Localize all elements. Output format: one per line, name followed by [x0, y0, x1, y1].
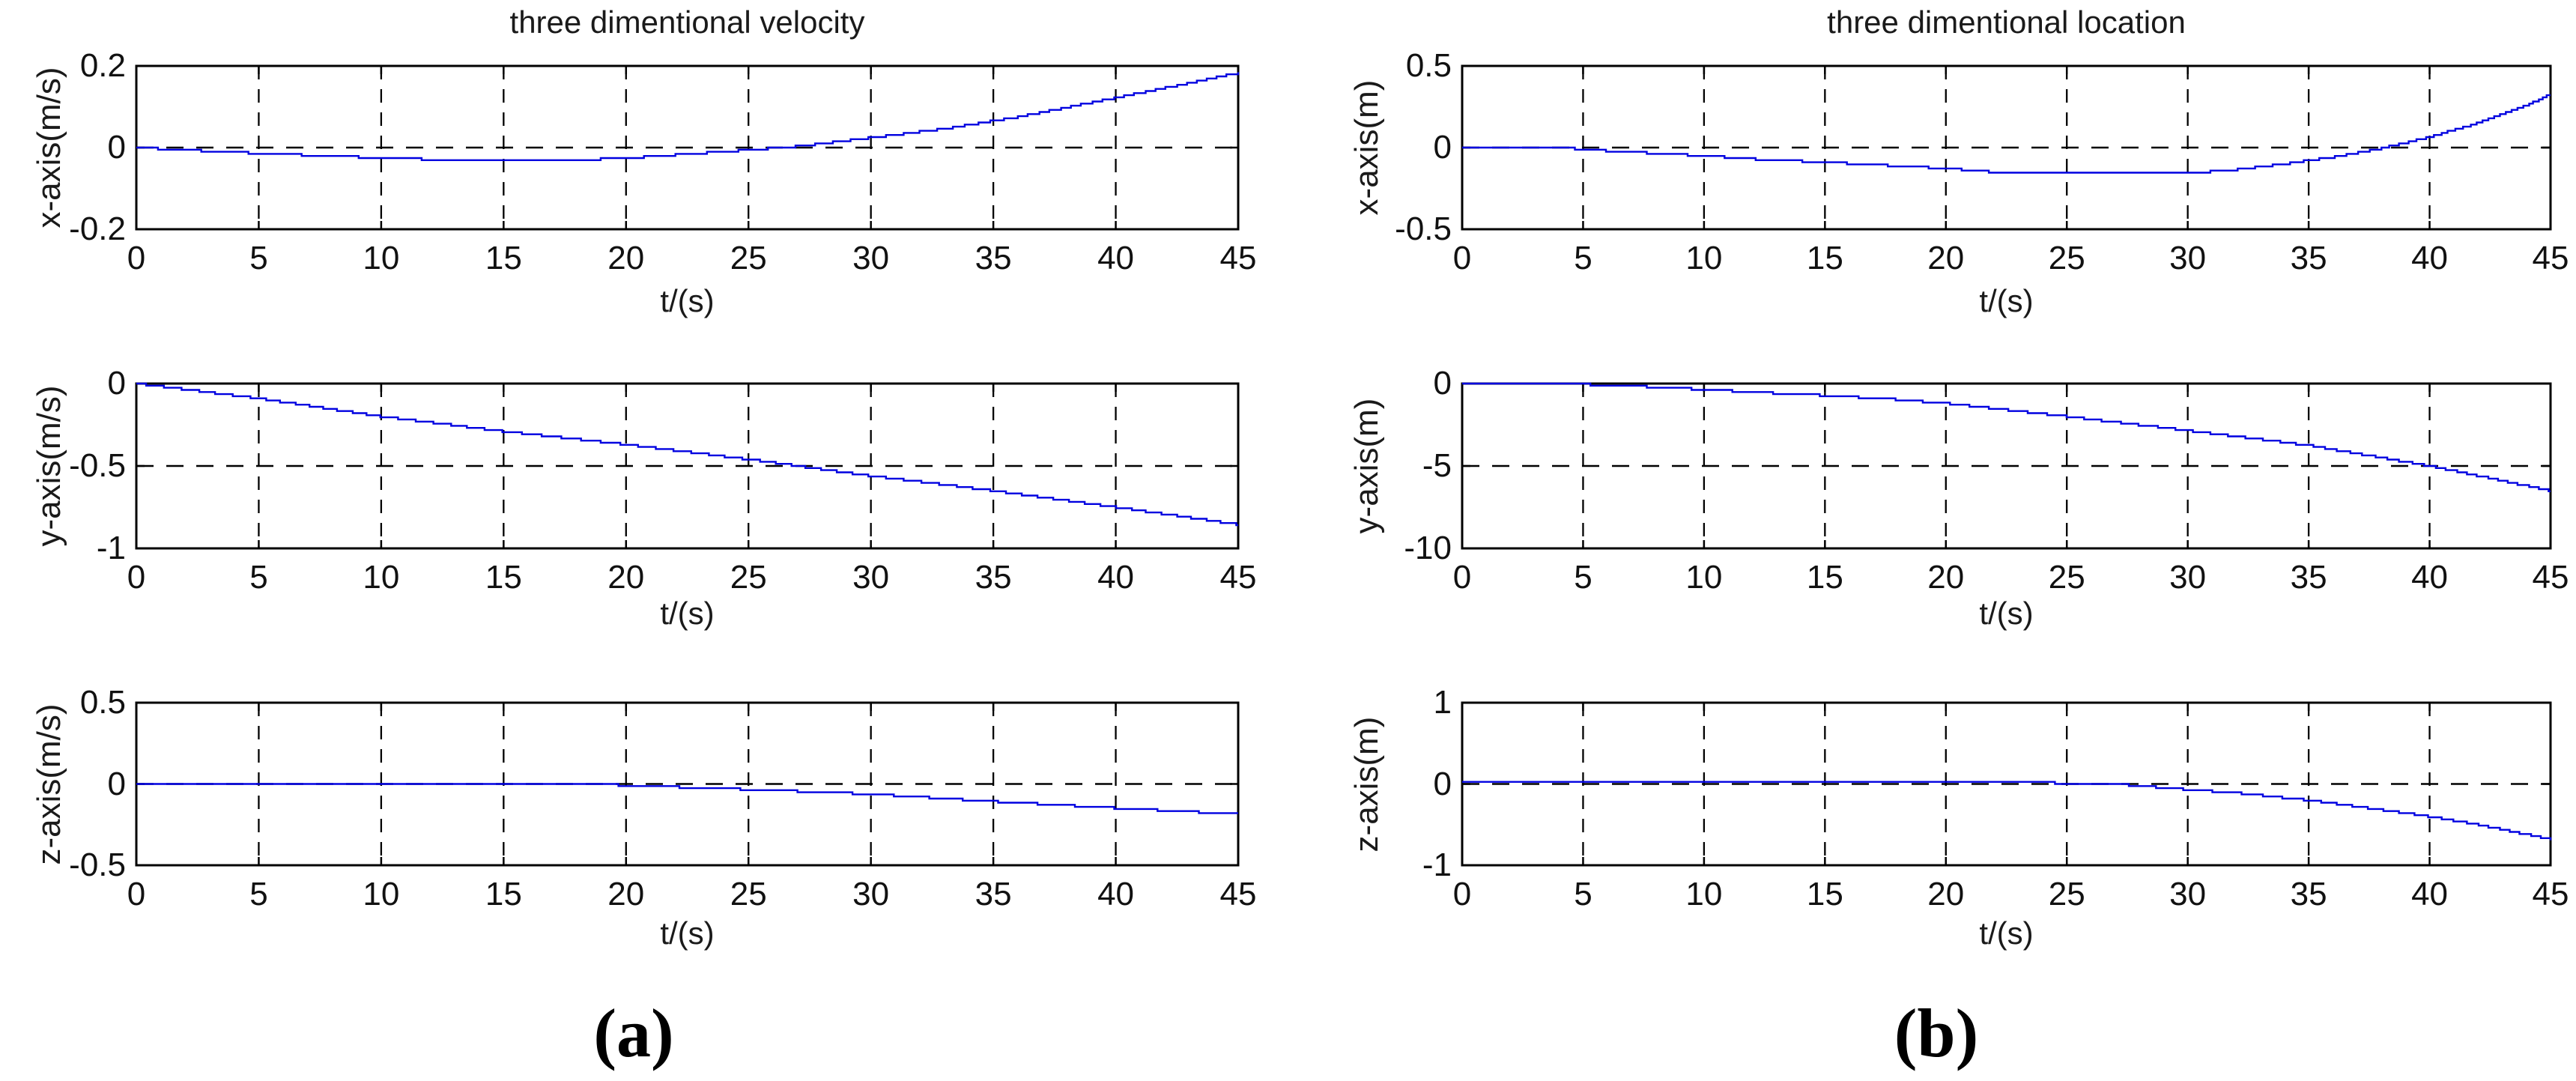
y-tick-label: 0: [107, 129, 126, 166]
x-tick-label: 20: [607, 876, 645, 912]
plot-a-z-velocity: [135, 701, 1240, 867]
x-tick-label: 10: [363, 876, 400, 912]
panel-b-title: three dimentional location: [1827, 4, 2186, 40]
y-tick-label: -0.2: [69, 211, 126, 247]
x-tick-label: 5: [249, 240, 268, 276]
x-tick-label: 0: [1452, 876, 1472, 912]
x-tick-label: 35: [975, 240, 1012, 276]
x-tick-label: 0: [1452, 559, 1472, 596]
x-tick-label: 0: [127, 240, 146, 276]
x-tick-label: 35: [2290, 876, 2327, 912]
y-tick-label: 0: [1433, 129, 1452, 166]
y-tick-label: -0.5: [1395, 211, 1452, 247]
x-tick-label: 15: [485, 559, 522, 596]
x-tick-label: 30: [852, 876, 890, 912]
x-tick-label: 45: [1219, 240, 1257, 276]
x-tick-label: 10: [363, 559, 400, 596]
x-tick-label: 25: [730, 559, 767, 596]
y-tick-label: 0.5: [1405, 47, 1452, 84]
xlabel-b-x-location: t/(s): [1979, 283, 2034, 318]
x-tick-label: 15: [1806, 559, 1843, 596]
x-tick-label: 35: [2290, 240, 2327, 276]
xlabel-b-z-location: t/(s): [1979, 915, 2034, 951]
x-tick-label: 45: [1219, 559, 1257, 596]
x-tick-label: 10: [363, 240, 400, 276]
x-tick-label: 5: [249, 876, 268, 912]
xlabel-a-y-velocity: t/(s): [660, 596, 715, 631]
x-tick-label: 45: [2532, 240, 2569, 276]
x-tick-label: 40: [1097, 559, 1135, 596]
x-tick-label: 40: [2411, 559, 2449, 596]
x-tick-label: 0: [1452, 240, 1472, 276]
x-tick-label: 20: [607, 559, 645, 596]
y-tick-label: 0: [107, 765, 126, 802]
plot-b-x-location: [1461, 64, 2552, 231]
y-tick-label: -1: [96, 530, 126, 566]
x-tick-label: 45: [2532, 876, 2569, 912]
plot-b-z-location: [1461, 701, 2552, 867]
y-tick-label: 0: [1433, 365, 1452, 402]
x-tick-label: 40: [2411, 876, 2449, 912]
x-tick-label: 10: [1685, 240, 1723, 276]
plot-a-y-velocity: [135, 382, 1240, 550]
x-tick-label: 35: [975, 876, 1012, 912]
x-tick-label: 35: [2290, 559, 2327, 596]
x-tick-label: 30: [2169, 559, 2207, 596]
x-tick-label: 15: [1806, 240, 1843, 276]
x-tick-label: 45: [2532, 559, 2569, 596]
x-tick-label: 5: [1574, 559, 1592, 596]
x-tick-label: 0: [127, 876, 146, 912]
x-tick-label: 40: [2411, 240, 2449, 276]
x-tick-label: 25: [2048, 559, 2085, 596]
x-tick-label: 5: [249, 559, 268, 596]
x-tick-label: 15: [485, 240, 522, 276]
x-tick-label: 30: [2169, 240, 2207, 276]
x-tick-label: 5: [1574, 876, 1592, 912]
x-tick-label: 45: [1219, 876, 1257, 912]
caption-b: (b): [1894, 995, 1979, 1071]
x-tick-label: 25: [730, 240, 767, 276]
y-tick-label: -1: [1422, 847, 1452, 883]
y-tick-label: 0.5: [79, 684, 126, 721]
x-tick-label: 20: [607, 240, 645, 276]
x-tick-label: 10: [1685, 876, 1723, 912]
x-tick-label: 20: [1927, 240, 1965, 276]
x-tick-label: 15: [1806, 876, 1843, 912]
x-tick-label: 25: [2048, 876, 2085, 912]
y-tick-label: 0: [1433, 765, 1452, 802]
x-tick-label: 20: [1927, 559, 1965, 596]
x-tick-label: 30: [2169, 876, 2207, 912]
xlabel-b-y-location: t/(s): [1979, 596, 2034, 631]
y-tick-label: -0.5: [69, 447, 126, 484]
panel-a-title: three dimentional velocity: [509, 4, 865, 40]
x-tick-label: 40: [1097, 240, 1135, 276]
x-tick-label: 25: [2048, 240, 2085, 276]
plot-a-x-velocity: [135, 64, 1240, 231]
x-tick-label: 0: [127, 559, 146, 596]
x-tick-label: 5: [1574, 240, 1592, 276]
y-tick-label: -10: [1404, 530, 1452, 566]
y-tick-label: 1: [1433, 684, 1452, 721]
x-tick-label: 25: [730, 876, 767, 912]
x-tick-label: 30: [852, 240, 890, 276]
x-tick-label: 40: [1097, 876, 1135, 912]
y-tick-label: 0.2: [79, 47, 126, 84]
x-tick-label: 20: [1927, 876, 1965, 912]
x-tick-label: 35: [975, 559, 1012, 596]
x-tick-label: 30: [852, 559, 890, 596]
x-tick-label: 15: [485, 876, 522, 912]
xlabel-a-x-velocity: t/(s): [660, 283, 715, 318]
plot-b-y-location: [1461, 382, 2552, 550]
y-tick-label: -0.5: [69, 847, 126, 883]
y-tick-label: 0: [107, 365, 126, 402]
y-tick-label: -5: [1422, 447, 1452, 484]
caption-a: (a): [593, 995, 674, 1071]
xlabel-a-z-velocity: t/(s): [660, 915, 715, 951]
x-tick-label: 10: [1685, 559, 1723, 596]
